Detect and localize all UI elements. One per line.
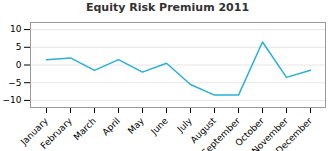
- svg-text:September: September: [200, 115, 242, 151]
- svg-text:10: 10: [10, 24, 22, 34]
- svg-text:December: December: [274, 115, 314, 151]
- svg-text:5: 5: [16, 42, 22, 52]
- svg-text:February: February: [39, 115, 75, 151]
- svg-text:May: May: [126, 115, 147, 136]
- svg-text:October: October: [233, 115, 266, 149]
- html-text:Equity Risk Premium 2011: Equity Risk Premium 2011: [85, 1, 249, 14]
- svg-text:0: 0: [16, 60, 22, 70]
- svg-text:July: July: [175, 115, 195, 135]
- svg-text:−5: −5: [8, 78, 21, 88]
- svg-text:January: January: [18, 115, 50, 147]
- svg-text:April: April: [100, 116, 122, 138]
- svg-text:−10: −10: [3, 95, 22, 105]
- svg-text:June: June: [148, 115, 170, 137]
- svg-text:March: March: [71, 116, 97, 142]
- svg-text:August: August: [188, 115, 218, 146]
